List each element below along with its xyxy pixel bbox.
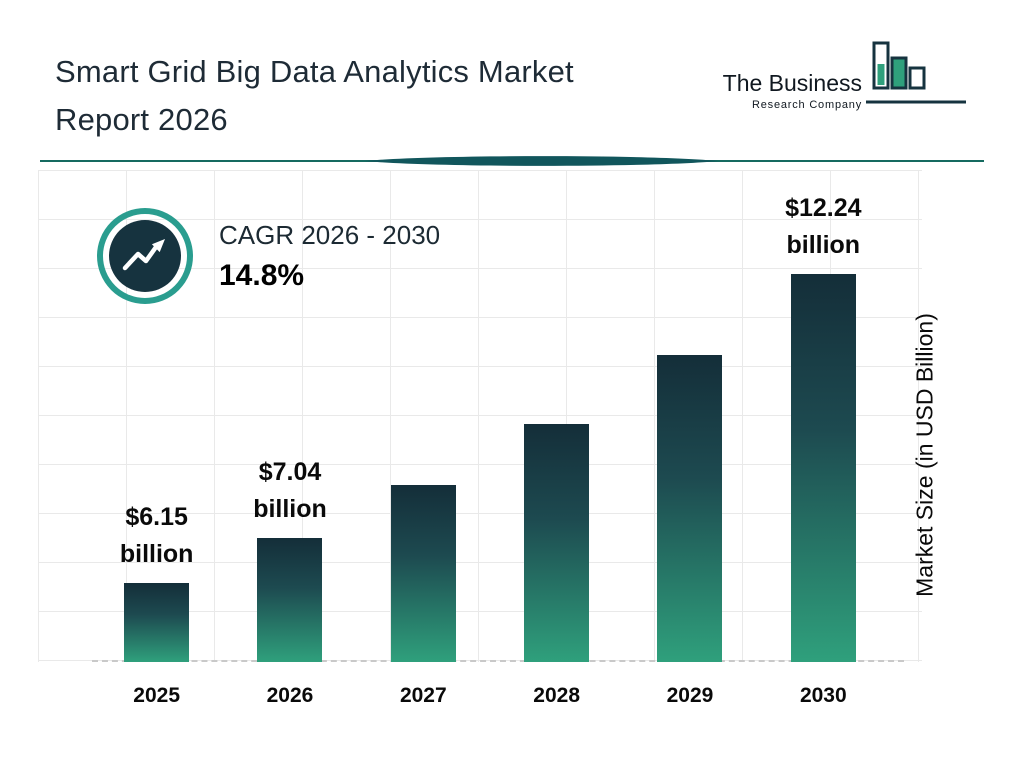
bar-value-label-2025: $6.15 billion <box>119 503 194 568</box>
page-title-line1: Smart Grid Big Data Analytics Market <box>55 54 574 89</box>
bar-column-2028 <box>490 175 623 662</box>
bar-2028 <box>524 424 590 662</box>
chart-grid <box>38 170 922 662</box>
x-axis-label-2028: 2028 <box>533 684 580 707</box>
bar-chart: $6.15 billion $7.04 billion <box>90 175 890 662</box>
logo-subtitle: Research Company <box>751 99 862 111</box>
bar-chart-logo-icon <box>866 41 966 104</box>
bar-column-2027 <box>357 175 490 662</box>
logo-name: The Business <box>722 70 862 96</box>
bar-2030 <box>790 274 856 662</box>
bar-column-2026: $7.04 billion <box>223 175 356 662</box>
chart-baseline <box>92 660 904 662</box>
company-logo-text: The Business Research Company <box>723 70 862 111</box>
x-axis-label-2029: 2029 <box>666 684 714 707</box>
bar-2029 <box>657 355 723 662</box>
trend-up-icon <box>97 208 193 304</box>
bar-2026 <box>257 538 323 662</box>
x-axis-label-2030: 2030 <box>799 684 847 707</box>
bar-column-2029 <box>623 175 756 662</box>
x-axis-labels: 2025 2026 2027 2028 2029 2030 <box>90 684 890 708</box>
bar-column-2030: $12.24 billion <box>757 175 890 662</box>
page-title: Smart Grid Big Data Analytics Market Rep… <box>55 48 574 144</box>
cagr-text: CAGR 2026 - 2030 14.8% <box>219 220 440 293</box>
bar-value-label-2026: $7.04 billion <box>253 458 327 523</box>
y-axis-label: Market Size (in USD Billion) <box>911 313 938 597</box>
company-logo: The Business Research Company <box>723 40 966 112</box>
cagr-badge: CAGR 2026 - 2030 14.8% <box>95 206 440 306</box>
x-axis-label-2026: 2026 <box>266 684 314 707</box>
bar-column-2025: $6.15 billion <box>90 175 223 662</box>
page-title-line2: Report 2026 <box>55 102 228 137</box>
bar-value-label-2030: $12.24 billion <box>785 194 862 259</box>
bar-2025 <box>124 583 190 662</box>
divider-line <box>40 156 984 166</box>
x-axis-label-2025: 2025 <box>133 684 181 707</box>
bar-2027 <box>390 485 456 662</box>
x-axis-label-2027: 2027 <box>399 684 447 707</box>
cagr-value: 14.8% <box>219 258 305 292</box>
cagr-label: CAGR 2026 - 2030 <box>219 219 441 250</box>
